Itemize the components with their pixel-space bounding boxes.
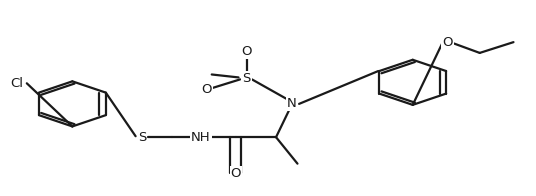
Text: O: O: [241, 45, 252, 58]
Text: O: O: [230, 167, 241, 180]
Text: S: S: [138, 131, 146, 144]
Text: O: O: [201, 83, 212, 96]
Text: NH: NH: [191, 131, 211, 144]
Text: S: S: [242, 72, 251, 85]
Text: O: O: [442, 36, 453, 49]
Text: N: N: [287, 97, 297, 110]
Text: Cl: Cl: [10, 77, 23, 90]
